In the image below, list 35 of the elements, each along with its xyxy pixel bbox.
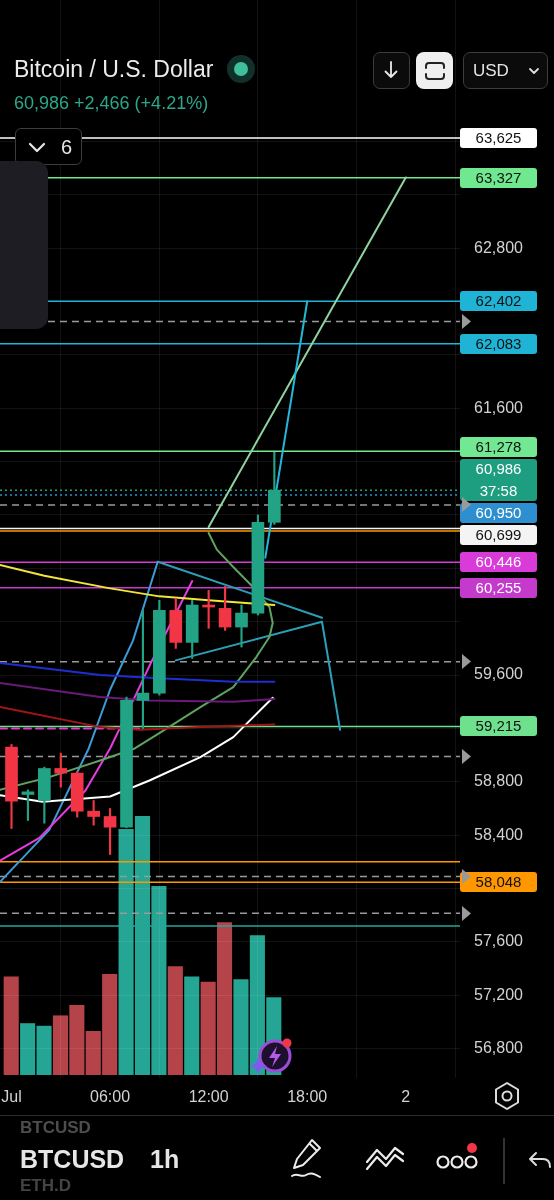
ref-line-label: 59,215 (460, 716, 537, 737)
currency-dropdown: USD (463, 52, 548, 89)
count-dropdown: 6 (15, 128, 82, 165)
text: BTCUSD (20, 1145, 125, 1174)
ref-line-label: 62,083 (460, 333, 537, 354)
text: 1h (150, 1145, 180, 1174)
x-tick-label: 06:00 (90, 1088, 131, 1106)
text: 60,986 +2,466 (+4.21%) (14, 93, 209, 114)
x-tick-label: 12:00 (188, 1088, 229, 1106)
y-tick-label: 61,600 (474, 398, 524, 416)
x-tick-label: Jul (1, 1088, 22, 1106)
ref-line-label: 63,625 (460, 128, 537, 149)
ref-line-label: 62,402 (460, 291, 537, 312)
text: BTCUSD (20, 1118, 91, 1138)
text: 37:58 (478, 481, 519, 502)
x-tick-label: 2 (401, 1088, 411, 1106)
ref-line-label: 61,278 (460, 437, 537, 458)
x-tick-label: 18:00 (287, 1088, 328, 1106)
annotation: 6 (61, 136, 73, 159)
ref-line-label: 60,950 (460, 503, 537, 524)
y-tick-label: 56,800 (474, 1039, 524, 1057)
y-tick-label: 57,600 (474, 932, 524, 950)
text: ETH.D (20, 1176, 71, 1196)
ref-line-label: 63,327 (460, 167, 537, 188)
text: Bitcoin / U.S. Dollar (14, 55, 214, 83)
ref-line-label: 58,048 (460, 872, 537, 893)
ref-line-label: 60,255 (460, 577, 537, 598)
y-tick-label: 58,800 (474, 772, 524, 790)
ref-line-label: 60,986 (474, 459, 523, 480)
ref-line-label: 60,446 (460, 552, 537, 573)
y-tick-label: 62,800 (474, 238, 524, 256)
y-tick-label: 59,600 (474, 665, 524, 683)
ref-line-label: 60,699 (460, 525, 537, 546)
y-tick-label: 58,400 (474, 825, 524, 843)
y-tick-label: 57,200 (474, 985, 524, 1003)
